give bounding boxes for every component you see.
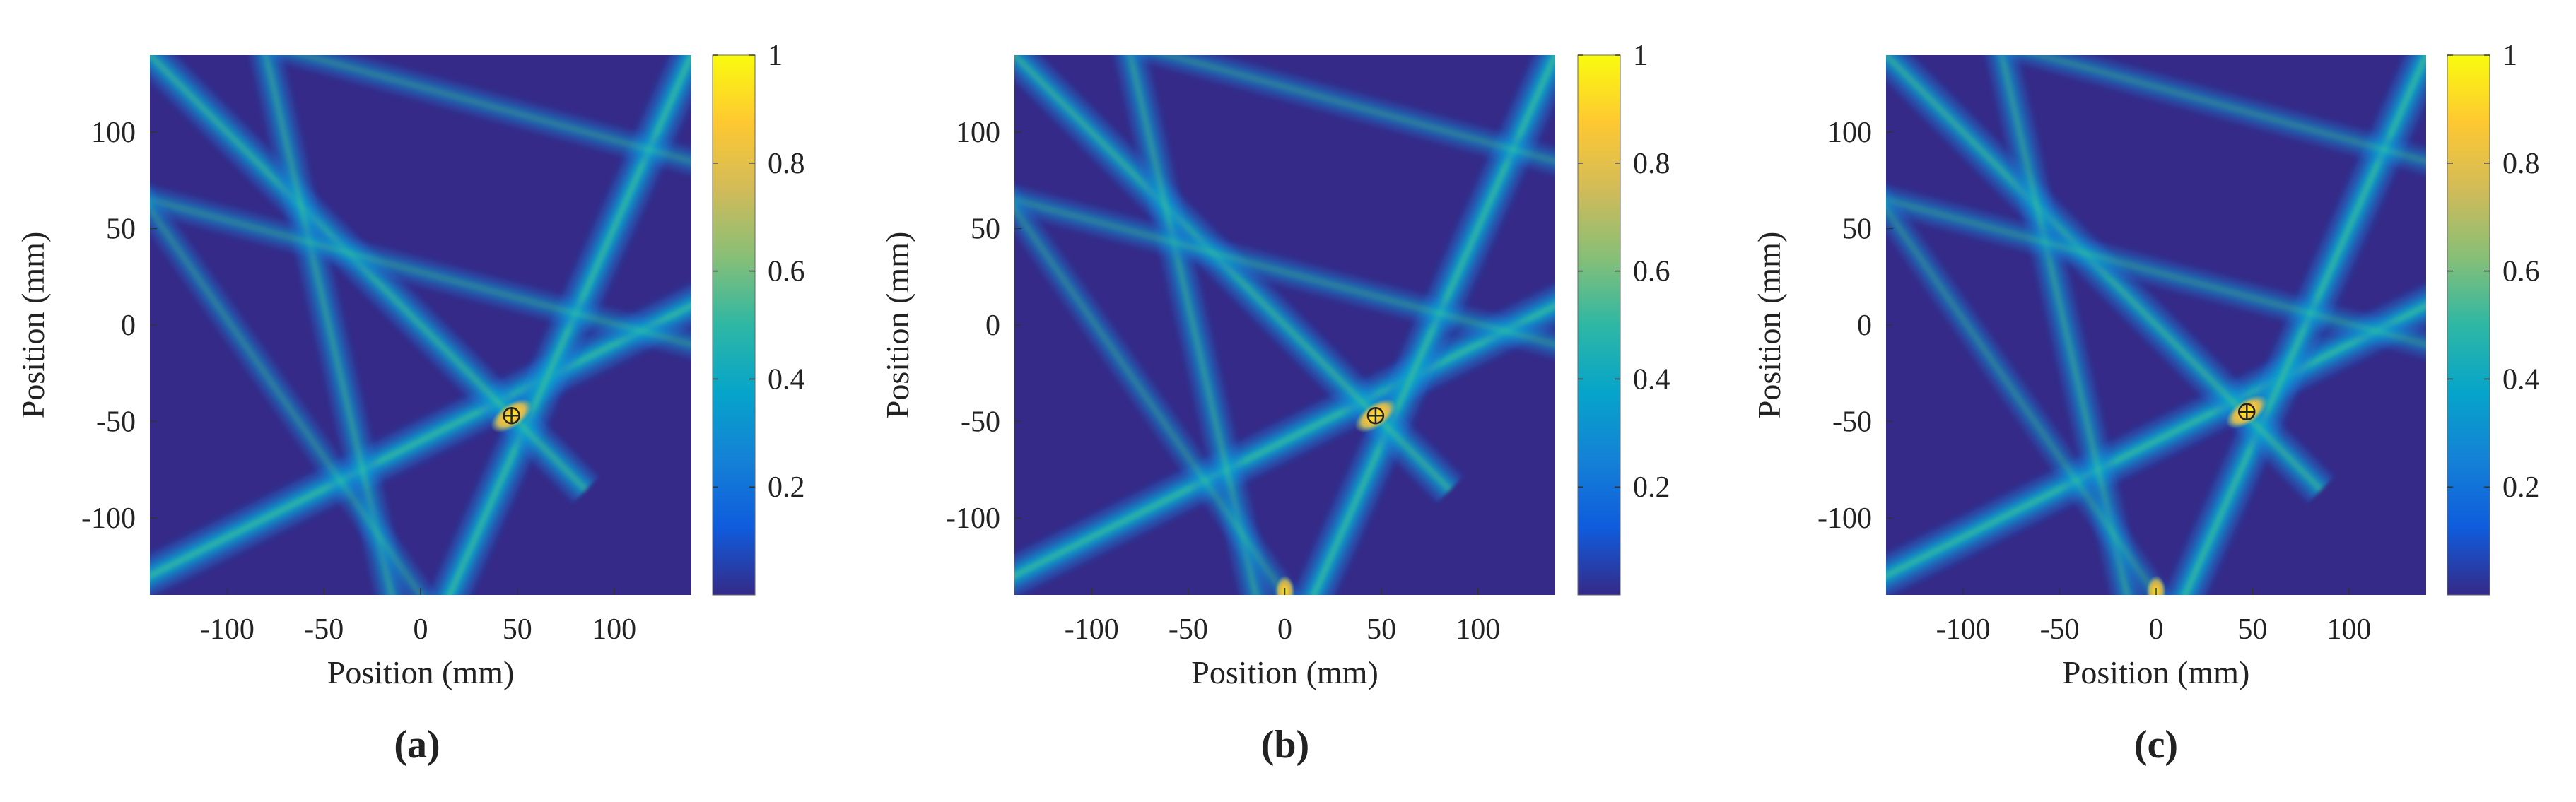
y-axis-label: Position (mm) — [1751, 232, 1787, 419]
colorbar-gradient — [712, 54, 756, 596]
colorbar-tick-label: 0.6 — [2502, 256, 2540, 288]
ridge-path-6 — [1995, 55, 2426, 189]
y-axis-label: Position (mm) — [879, 232, 915, 419]
colorbar-tick-label: 0.8 — [2502, 148, 2540, 180]
source-marker — [1366, 406, 1385, 425]
y-tick-label: -50 — [961, 406, 1000, 438]
peak-edge-peak — [1275, 575, 1295, 595]
x-tick-label: 100 — [1456, 613, 1500, 646]
y-tick-label: 100 — [1827, 117, 1872, 149]
ridge-path-5 — [1014, 172, 1555, 372]
y-axis-label: Position (mm) — [15, 232, 51, 419]
heatmap-area — [1014, 55, 1555, 595]
colorbar-tick-label: 1 — [768, 40, 783, 72]
colorbar: 0.2 0.4 0.6 0.8 1 — [712, 40, 805, 596]
x-tick-label: 0 — [2149, 613, 2164, 646]
colorbar: 0.2 0.4 0.6 0.8 1 — [2447, 40, 2540, 596]
colorbar-tick-label: 0.8 — [1633, 148, 1670, 180]
x-tick-label: 50 — [1366, 613, 1396, 646]
ridge-path-7 — [1014, 165, 1323, 595]
x-tick-label: -100 — [1065, 613, 1119, 646]
colorbar: 0.2 0.4 0.6 0.8 1 — [1577, 40, 1670, 596]
heatmap-area — [1886, 55, 2426, 595]
y-tick-label: 50 — [1842, 213, 1872, 246]
x-tick-label: -100 — [200, 613, 254, 646]
x-tick-label: 100 — [2326, 613, 2371, 646]
colorbar-tick-label: 0.6 — [768, 256, 805, 288]
panel-1: -100 -50 0 50 100 -100 -50 0 50 100 Position (mm) P… — [879, 40, 1670, 767]
colorbar-tick-label: 0.4 — [768, 363, 805, 396]
colorbar-tick-label: 1 — [1633, 40, 1648, 72]
y-tick-label: 50 — [106, 213, 136, 246]
y-tick-label: -100 — [81, 502, 136, 535]
x-tick-label: 100 — [592, 613, 636, 646]
panel-2: -100 -50 0 50 100 -100 -50 0 50 100 Position (mm) P… — [1751, 40, 2540, 767]
panel-label: (a) — [394, 723, 440, 767]
y-tick-label: 100 — [91, 117, 136, 149]
ridge-path-5 — [1886, 172, 2426, 372]
ridge-path-7 — [150, 165, 459, 595]
colorbar-tick-label: 1 — [2502, 40, 2517, 72]
panel-0: -100 -50 0 50 100 -100 -50 0 50 100 Position (mm) P… — [15, 40, 805, 767]
x-tick-label: 50 — [503, 613, 532, 646]
x-tick-label: -50 — [2040, 613, 2080, 646]
y-tick-label: 50 — [971, 213, 1000, 246]
ridge-path-4 — [1101, 55, 1284, 595]
panel-label: (c) — [2134, 723, 2178, 767]
colorbar-tick-label: 0.2 — [768, 471, 805, 504]
x-tick-label: 50 — [2237, 613, 2267, 646]
y-tick-label: -100 — [946, 502, 1000, 535]
source-marker — [503, 406, 520, 425]
ridge-path-4 — [237, 55, 421, 595]
x-tick-label: 0 — [1277, 613, 1292, 646]
x-tick-label: -50 — [304, 613, 344, 646]
y-tick-label: 100 — [956, 117, 1000, 149]
colorbar-tick-label: 0.2 — [2502, 471, 2540, 504]
x-axis-label: Position (mm) — [2063, 654, 2250, 690]
ridge-path-6 — [1123, 55, 1555, 189]
x-tick-label: -50 — [1169, 613, 1208, 646]
y-tick-label: 0 — [121, 309, 136, 342]
peak-edge-peak — [2146, 575, 2166, 595]
y-tick-label: -100 — [1817, 502, 1872, 535]
source-marker — [2237, 403, 2256, 421]
colorbar-tick-label: 0.4 — [1633, 363, 1670, 396]
panel-label: (b) — [1261, 723, 1309, 767]
colorbar-tick-label: 0.4 — [2502, 363, 2540, 396]
ridge-path-5 — [150, 172, 691, 372]
colorbar-gradient — [2447, 54, 2490, 596]
colorbar-tick-label: 0.6 — [1633, 256, 1670, 288]
x-axis-label: Position (mm) — [1191, 654, 1378, 690]
ridge-path-4 — [1973, 55, 2156, 595]
y-tick-label: 0 — [985, 309, 1000, 342]
x-tick-label: -100 — [1936, 613, 1991, 646]
colorbar-tick-label: 0.8 — [768, 148, 805, 180]
x-axis-label: Position (mm) — [327, 654, 515, 690]
y-tick-label: 0 — [1857, 309, 1872, 342]
x-tick-label: 0 — [414, 613, 428, 646]
ridge-path-6 — [259, 55, 691, 189]
y-tick-label: -50 — [1832, 406, 1872, 438]
heatmap-area — [150, 55, 691, 595]
y-tick-label: -50 — [96, 406, 136, 438]
colorbar-gradient — [1577, 54, 1621, 596]
colorbar-tick-label: 0.2 — [1633, 471, 1670, 504]
ridge-path-7 — [1886, 165, 2195, 595]
